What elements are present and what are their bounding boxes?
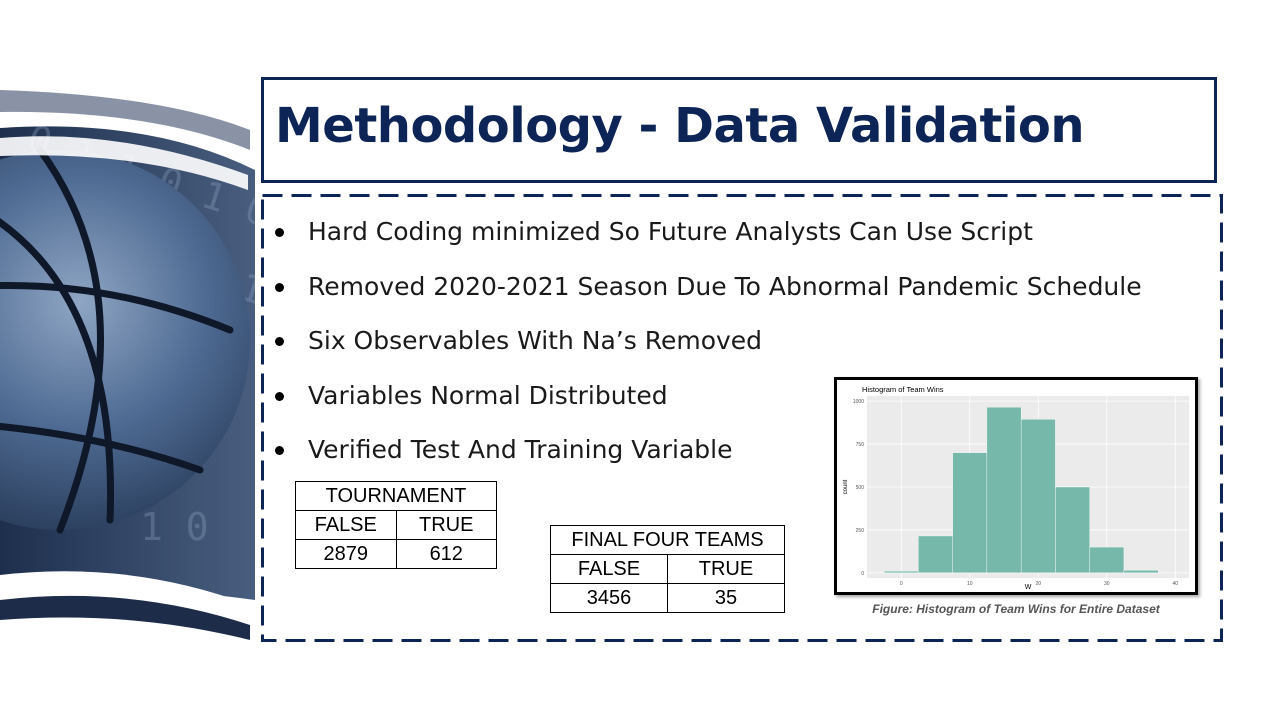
y-tick-label: 1000 bbox=[853, 399, 864, 405]
tournament-table: TOURNAMENT FALSE TRUE 2879 612 bbox=[295, 481, 497, 569]
bullet-text: Variables Normal Distributed bbox=[308, 380, 668, 410]
histogram-bar bbox=[918, 535, 953, 574]
page-title: Methodology - Data Validation bbox=[275, 98, 1085, 154]
histogram-bar bbox=[952, 452, 988, 574]
x-tick-label: 40 bbox=[1173, 581, 1179, 587]
table-header: TOURNAMENT bbox=[295, 481, 497, 511]
bullet-item: Six Observables With Na’s Removed bbox=[261, 320, 1142, 375]
bullet-text: Hard Coding minimized So Future Analysts… bbox=[308, 217, 1033, 246]
bullet-text: Removed 2020-2021 Season Due To Abnormal… bbox=[308, 271, 1142, 301]
histogram-bar bbox=[986, 406, 1022, 574]
x-axis-label: W bbox=[1025, 584, 1032, 591]
bullet-dot-icon bbox=[275, 391, 284, 401]
title-box: Methodology - Data Validation bbox=[261, 77, 1217, 183]
final-four-table: FINAL FOUR TEAMS FALSE TRUE 3456 35 bbox=[550, 525, 785, 613]
histogram-figure: Histogram of Team Wins 0 250 500 750 1000 0 10… bbox=[834, 377, 1198, 595]
table-cell: 612 bbox=[395, 539, 497, 569]
y-tick-label: 250 bbox=[856, 528, 865, 534]
bullet-item: Verified Test And Training Variable bbox=[261, 429, 1142, 484]
bullet-item: Hard Coding minimized So Future Analysts… bbox=[261, 211, 1142, 266]
figure-caption: Figure: Histogram of Team Wins for Entir… bbox=[872, 602, 1160, 616]
basketball-decor-image: 0 1 1 0 1 0 1 0 1 0 1 0 1 0 1 1 0 bbox=[0, 90, 255, 640]
table-column-header: TRUE bbox=[395, 510, 497, 540]
histogram-bar bbox=[1123, 570, 1159, 574]
bullet-dot-icon bbox=[275, 337, 284, 346]
x-tick-label: 0 bbox=[900, 581, 903, 587]
bullet-text: Six Observables With Na’s Removed bbox=[308, 326, 763, 355]
table-header: FINAL FOUR TEAMS bbox=[550, 525, 785, 555]
bullet-dot-icon bbox=[275, 446, 284, 455]
x-tick-label: 10 bbox=[967, 581, 973, 587]
y-tick-label: 750 bbox=[856, 442, 865, 448]
bullet-text: Verified Test And Training Variable bbox=[308, 435, 733, 464]
histogram-chart: Histogram of Team Wins 0 250 500 750 1000 0 10… bbox=[843, 385, 1189, 591]
x-tick-label: 20 bbox=[1035, 581, 1041, 587]
x-tick-label: 30 bbox=[1104, 581, 1110, 587]
bullet-list: Hard Coding minimized So Future Analysts… bbox=[261, 211, 1142, 484]
bullet-dot-icon bbox=[275, 282, 284, 292]
y-tick-label: 0 bbox=[861, 571, 864, 577]
svg-text:1 0: 1 0 bbox=[140, 505, 209, 549]
table-column-header: FALSE bbox=[550, 554, 668, 584]
table-cell: 3456 bbox=[550, 583, 668, 613]
y-axis-label: count bbox=[843, 479, 849, 494]
histogram-bar bbox=[1089, 546, 1125, 574]
bullet-item: Removed 2020-2021 Season Due To Abnormal… bbox=[261, 266, 1142, 321]
table-column-header: TRUE bbox=[667, 554, 785, 584]
bullet-item: Variables Normal Distributed bbox=[261, 375, 1142, 430]
histogram-bar bbox=[1020, 418, 1056, 574]
histogram-bar bbox=[1055, 486, 1090, 574]
bullet-dot-icon bbox=[275, 228, 284, 237]
table-column-header: FALSE bbox=[295, 510, 397, 540]
y-tick-label: 500 bbox=[856, 485, 865, 491]
content-box: Hard Coding minimized So Future Analysts… bbox=[261, 194, 1223, 642]
histogram-bar bbox=[883, 570, 919, 574]
table-cell: 35 bbox=[667, 583, 785, 613]
table-cell: 2879 bbox=[295, 539, 397, 569]
chart-title: Histogram of Team Wins bbox=[862, 385, 944, 394]
dashed-border bbox=[261, 194, 1223, 642]
